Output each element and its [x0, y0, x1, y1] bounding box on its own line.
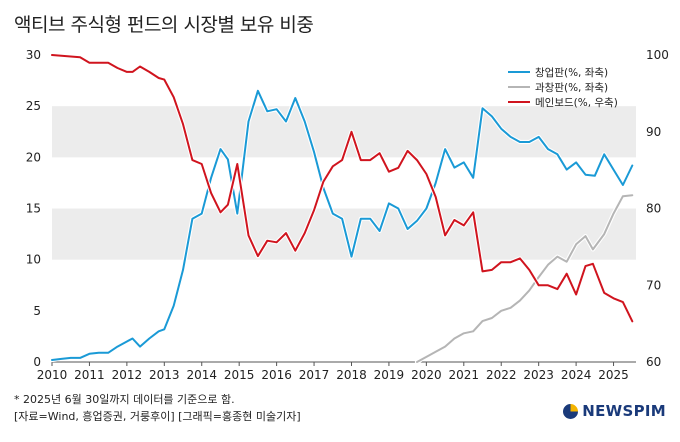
legend: 창업판(%, 좌축) 과창판(%, 좌축) 메인보드(%, 우축) — [508, 66, 618, 109]
legend-label-0: 창업판(%, 좌축) — [535, 66, 608, 79]
x-tick-label: 2011 — [74, 368, 105, 382]
y-left-tick-label: 10 — [26, 253, 41, 267]
x-tick-label: 2019 — [374, 368, 405, 382]
y-left-tick-label: 25 — [26, 99, 41, 113]
footnote-date: * 2025년 6월 30일까지 데이터를 기준으로 함. — [14, 393, 235, 406]
x-tick-label: 2020 — [411, 368, 442, 382]
x-tick-label: 2024 — [561, 368, 592, 382]
x-tick-label: 2023 — [523, 368, 554, 382]
legend-label-2: 메인보드(%, 우축) — [535, 97, 618, 109]
y-right-tick-label: 100 — [646, 48, 669, 62]
series-line-0 — [51, 89, 634, 361]
x-tick-label: 2018 — [336, 368, 367, 382]
x-tick-label: 2025 — [598, 368, 629, 382]
series-lines — [49, 52, 635, 365]
x-tick-label: 2012 — [112, 368, 143, 382]
series-line-2 — [51, 54, 634, 323]
y-left-tick-label: 20 — [26, 150, 41, 164]
x-tick-label: 2022 — [486, 368, 517, 382]
y-left-tick-label: 15 — [26, 202, 41, 216]
x-tick-label: 2015 — [224, 368, 255, 382]
y-left-tick-label: 30 — [26, 48, 41, 62]
series-outline-2 — [49, 52, 635, 324]
x-tick-label: 2013 — [149, 368, 180, 382]
grid-bands — [52, 106, 636, 260]
newspim-logo: NEWSPIM — [563, 402, 666, 420]
y-left-tick-label: 0 — [33, 355, 41, 369]
series-line-1 — [416, 194, 634, 363]
x-tick-label: 2016 — [261, 368, 292, 382]
legend-label-1: 과창판(%, 좌축) — [535, 82, 608, 94]
logo-text: NEWSPIM — [582, 402, 666, 420]
footnote-source: [자료=Wind, 흥업증권, 거룽후이] [그래픽=홍종현 미술기자] — [14, 410, 301, 423]
y-right-tick-label: 80 — [646, 202, 661, 216]
chart-title: 액티브 주식형 펀드의 시장별 보유 비중 — [14, 14, 314, 36]
logo-mark-icon — [563, 403, 579, 419]
y-left-tick-label: 5 — [33, 304, 41, 318]
x-tick-label: 2017 — [299, 368, 330, 382]
y-right-tick-label: 90 — [646, 125, 661, 139]
x-tick-label: 2010 — [37, 368, 68, 382]
y-right-tick-label: 60 — [646, 355, 661, 369]
y-right-tick-label: 70 — [646, 278, 661, 292]
x-tick-label: 2014 — [186, 368, 217, 382]
x-tick-label: 2021 — [449, 368, 480, 382]
